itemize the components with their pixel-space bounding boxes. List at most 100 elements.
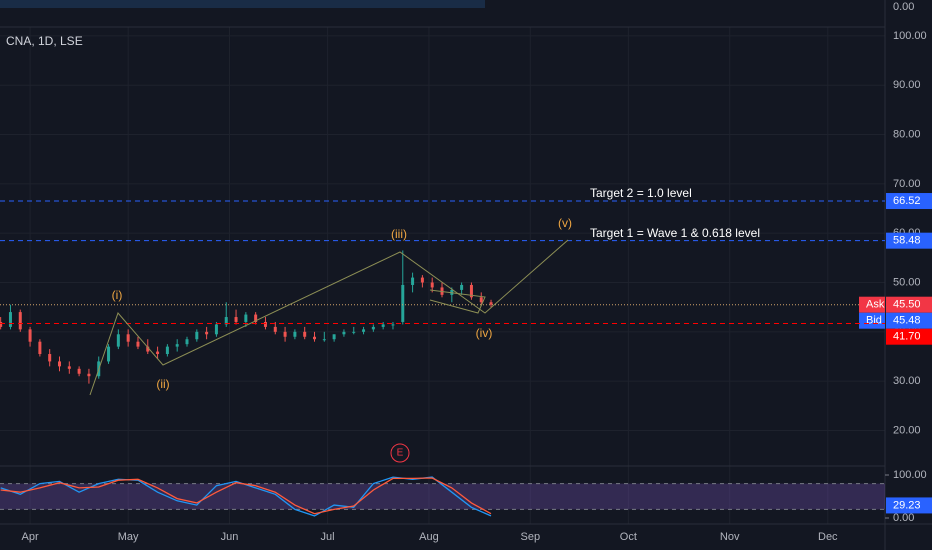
candle-body	[116, 334, 120, 347]
candle-body	[224, 317, 228, 325]
price-tag-label: 45.48	[893, 315, 921, 327]
candle-body	[469, 284, 473, 298]
candle-body	[175, 344, 179, 347]
candle-body	[332, 334, 336, 340]
candle-body	[342, 331, 346, 335]
price-tag-name-box	[859, 296, 885, 313]
y-tick-label: 90.00	[893, 79, 921, 91]
price-tag	[886, 296, 932, 313]
candle-body	[352, 331, 356, 333]
candle-body	[8, 312, 12, 327]
candle-body	[391, 324, 395, 326]
x-tick-label: Jun	[221, 531, 239, 543]
wave-drawing	[89, 239, 569, 396]
target-label: Target 2 = 1.0 level	[590, 186, 692, 200]
candle-body	[303, 331, 307, 337]
x-tick-label: Jul	[321, 531, 335, 543]
price-tag	[886, 193, 932, 210]
price-tag	[886, 312, 932, 329]
y-tick-label: 80.00	[893, 128, 921, 140]
candle-body	[254, 314, 258, 322]
candle-body	[107, 346, 111, 362]
wave-label: (i)	[112, 288, 123, 302]
candle-body	[165, 346, 169, 355]
x-tick-label: Sep	[520, 531, 540, 543]
price-tag-label: 58.48	[893, 235, 921, 247]
candle-body	[195, 331, 199, 340]
top-panel-strip	[0, 0, 485, 8]
y-tick-label: 50.00	[893, 276, 921, 288]
target-label: Target 1 = Wave 1 & 0.618 level	[590, 226, 760, 240]
candle-body	[38, 341, 42, 355]
candle-body	[234, 317, 238, 322]
candle-body	[322, 339, 326, 341]
candle-body	[0, 321, 3, 327]
triangle-drawing	[429, 289, 486, 314]
candle-body	[401, 284, 405, 322]
candle-body	[479, 297, 483, 303]
candle-body	[67, 366, 71, 369]
candle-body	[126, 334, 130, 342]
candle-body	[313, 336, 317, 340]
wave-label: (ii)	[156, 377, 169, 391]
wave-label: (iii)	[391, 227, 407, 241]
y-tick-label: 20.00	[893, 424, 921, 436]
osc-last-tag	[886, 497, 932, 514]
x-tick-label: Oct	[620, 531, 637, 543]
price-tag-name: Bid	[866, 315, 882, 327]
candle-body	[18, 312, 22, 330]
price-tag-label: 66.52	[893, 195, 921, 207]
y-tick-label: 30.00	[893, 375, 921, 387]
oscillator-band	[0, 483, 885, 510]
candle-body	[136, 341, 140, 347]
candle-body	[146, 346, 150, 352]
price-tag-name: Ask	[866, 299, 885, 311]
candle-body	[371, 326, 375, 330]
candle-body	[293, 331, 297, 337]
candle-body	[263, 321, 267, 327]
candle-body	[489, 302, 493, 305]
candle-body	[430, 282, 434, 288]
osc-tick-label: 0.00	[893, 512, 914, 524]
x-tick-label: Nov	[720, 531, 740, 543]
price-tag-label: 45.50	[893, 299, 921, 311]
candle-body	[362, 329, 366, 332]
candle-body	[77, 368, 81, 374]
oscillator-line	[0, 477, 492, 515]
x-tick-label: May	[118, 531, 139, 543]
candle-body	[87, 373, 91, 377]
symbol-label: CNA, 1D, LSE	[6, 34, 83, 48]
earnings-marker[interactable]	[390, 443, 410, 463]
y-tick-label: 70.00	[893, 178, 921, 190]
wave-label: (iv)	[476, 326, 493, 340]
candle-body	[411, 277, 415, 285]
x-tick-label: Apr	[22, 531, 39, 543]
candle-body	[283, 331, 287, 337]
candle-body	[420, 277, 424, 283]
top-panel-tick-label: 0.00	[893, 1, 914, 13]
price-tag-label: 41.70	[893, 331, 921, 343]
candle-body	[381, 324, 385, 327]
candle-body	[214, 324, 218, 335]
candle-body	[48, 354, 52, 362]
candle-body	[185, 339, 189, 345]
candle-body	[244, 314, 248, 322]
plot: AprMayJunJulAugSepOctNovDec20.0030.0040.…	[0, 30, 932, 543]
candle-body	[156, 351, 160, 355]
earnings-label: E	[397, 448, 404, 459]
y-tick-label: 100.00	[893, 30, 927, 42]
candle-body	[28, 329, 32, 342]
candle-body	[205, 331, 209, 335]
candle-body	[58, 361, 62, 367]
price-tag	[886, 328, 932, 345]
osc-last-label: 29.23	[893, 499, 921, 511]
x-tick-label: Dec	[818, 531, 838, 543]
wave-label: (v)	[558, 216, 572, 230]
price-tag	[886, 232, 932, 249]
candle-body	[273, 326, 277, 332]
osc-tick-label: 100.00	[893, 469, 927, 481]
candle-body	[460, 284, 464, 290]
price-tag-name-box	[859, 312, 885, 329]
